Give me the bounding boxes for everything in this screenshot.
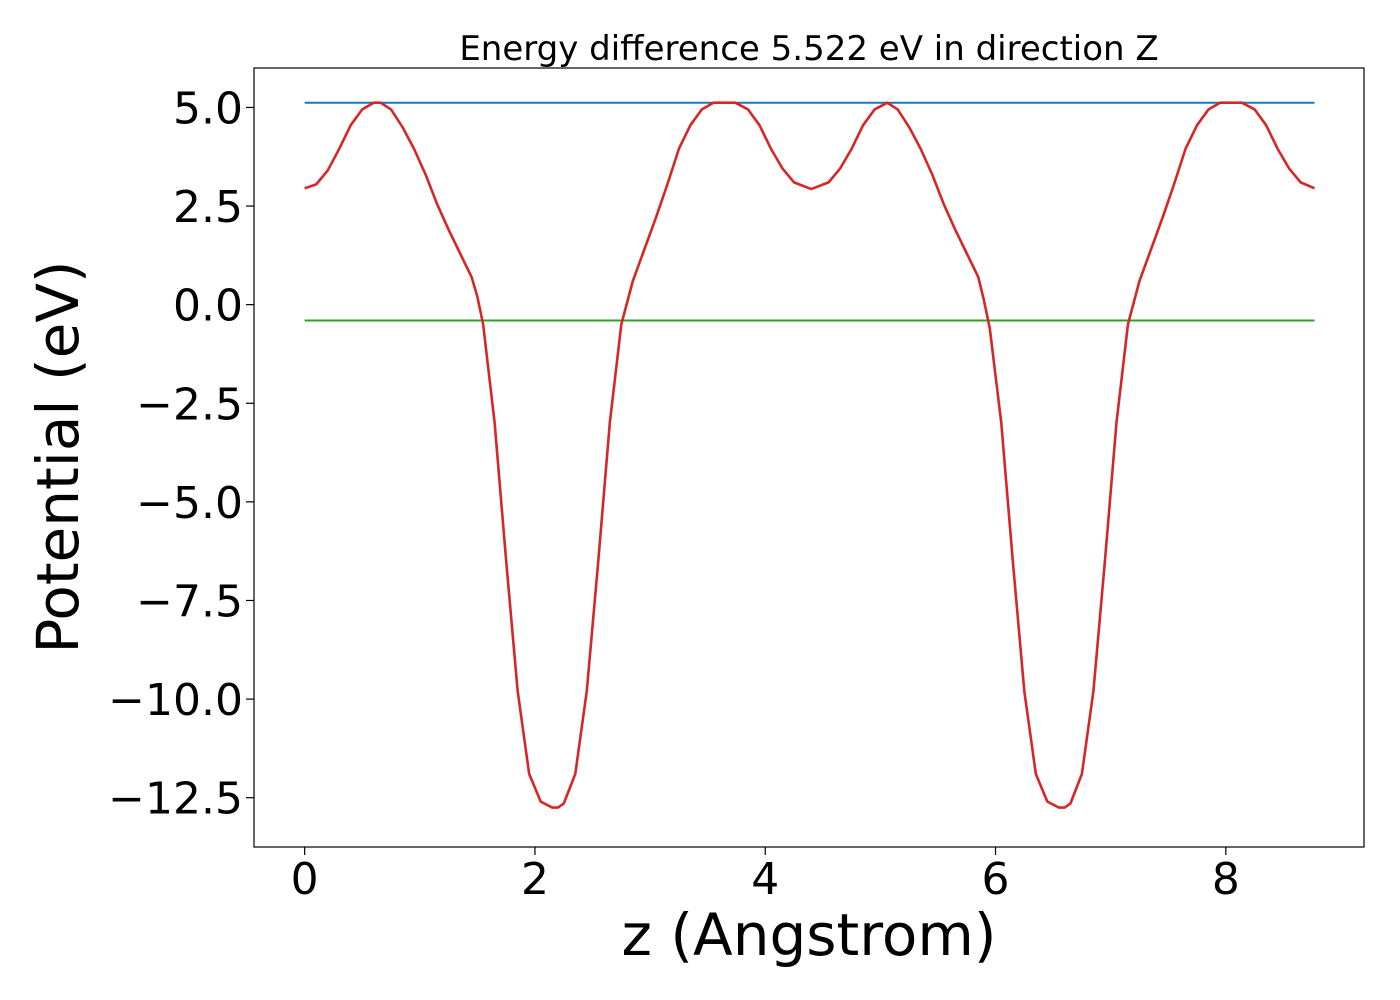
series-line-0 (304, 101, 1316, 809)
y-tick-label: 0.0 (173, 281, 243, 332)
series-layer (304, 101, 1316, 809)
y-tick-label: −10.0 (108, 675, 243, 726)
x-tick-label: 4 (751, 854, 779, 905)
y-tick-label: −7.5 (136, 576, 243, 627)
y-tick-label: −2.5 (136, 379, 243, 430)
chart-title: Energy difference 5.522 eV in direction … (459, 29, 1158, 69)
plot-frame (253, 67, 1365, 848)
x-axis-ticks: 0 2 4 6 8 (291, 847, 1240, 905)
x-tick-label: 8 (1212, 854, 1240, 905)
x-tick-label: 6 (982, 854, 1010, 905)
y-axis-label: Potential (eV) (24, 260, 92, 653)
y-tick-label: −5.0 (136, 478, 243, 529)
y-axis-ticks: 5.0 2.5 0.0 −2.5 −5.0 −7.5 −10.0 −12.5 (108, 83, 254, 825)
x-axis-label: z (Angstrom) (622, 901, 997, 969)
y-tick-label: 5.0 (173, 83, 243, 134)
x-tick-label: 2 (521, 854, 549, 905)
x-tick-label: 0 (291, 854, 319, 905)
y-tick-label: −12.5 (108, 774, 243, 825)
y-tick-label: 2.5 (173, 182, 243, 233)
